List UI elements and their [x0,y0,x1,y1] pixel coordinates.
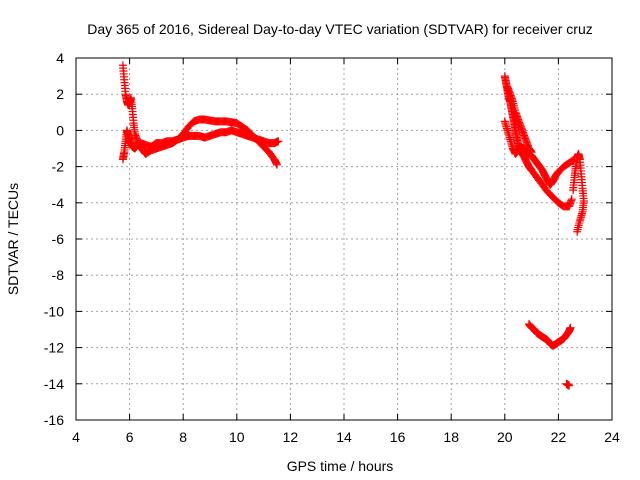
data-point [273,160,281,169]
y-axis-label: SDTVAR / TECUs [5,183,21,295]
y-tick-label: -10 [44,303,64,319]
x-tick-label: 10 [229,429,245,445]
series-track-c [500,72,576,211]
data-point [274,137,283,146]
x-tick-label: 4 [72,429,80,445]
x-axis-label: GPS time / hours [287,458,394,474]
y-tick-label: -12 [44,340,64,356]
y-tick-label: 0 [56,122,64,138]
data-point [573,227,582,236]
data-point [565,381,574,390]
x-tick-label: 12 [283,429,299,445]
x-tick-label: 18 [443,429,459,445]
x-tick-label: 20 [497,429,513,445]
x-tick-label: 24 [604,429,620,445]
x-tick-label: 16 [390,429,406,445]
y-tick-label: -16 [44,412,64,428]
x-tick-label: 14 [336,429,352,445]
y-tick-label: -14 [44,376,64,392]
series-track-b [118,126,283,164]
x-tick-label: 22 [551,429,567,445]
series-track-h [562,379,574,390]
y-tick-label: -2 [52,159,65,175]
series-track-g [524,320,575,350]
data-point [566,323,575,332]
y-tick-label: 2 [56,86,64,102]
data-point [527,148,536,157]
series-track-f [569,149,588,236]
y-tick-label: -4 [52,195,65,211]
series-track-e [503,82,536,157]
y-tick-label: -8 [52,267,65,283]
y-tick-label: 4 [56,50,64,66]
gridlines [76,58,612,420]
x-tick-label: 8 [179,429,187,445]
x-tick-label: 6 [126,429,134,445]
y-tick-label: -6 [52,231,65,247]
data-point [567,195,576,204]
chart-title: Day 365 of 2016, Sidereal Day-to-day VTE… [87,21,593,37]
axis-ticks: 4 6 8 10 12 14 16 18 20 22 24420-2-4-6-8-10-12-14-… [44,50,620,445]
plot-area [118,61,588,390]
